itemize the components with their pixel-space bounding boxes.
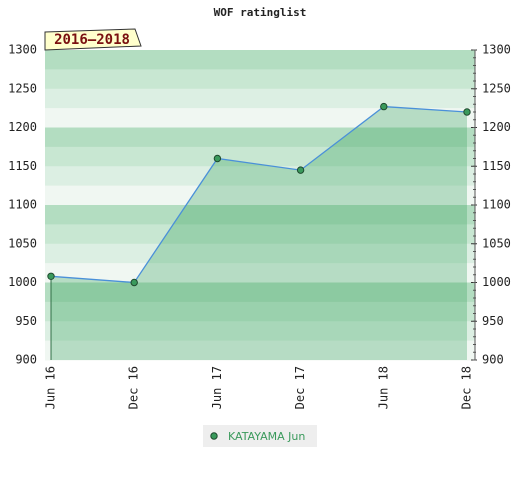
background-stripe bbox=[45, 88, 475, 109]
background-stripe bbox=[45, 282, 475, 303]
point bbox=[463, 108, 471, 116]
legend-label: KATAYAMA Jun bbox=[228, 430, 305, 443]
background-stripe bbox=[45, 205, 475, 225]
area bbox=[51, 106, 467, 360]
x-tick-label: Dec 18 bbox=[460, 366, 474, 409]
legend: KATAYAMA Jun bbox=[203, 425, 317, 447]
x-tick-label: Jun 16 bbox=[44, 366, 58, 409]
y-tick-label: 900 bbox=[15, 353, 37, 367]
y-tick-label: 1150 bbox=[8, 159, 37, 173]
background-stripe bbox=[45, 50, 475, 70]
point bbox=[47, 272, 55, 280]
point bbox=[130, 278, 138, 287]
background-stripe bbox=[45, 224, 475, 245]
chart-title: WOF ratinglist bbox=[214, 6, 307, 19]
x-tick-label: Dec 17 bbox=[293, 366, 307, 409]
x-tick-label: Jun 17 bbox=[210, 366, 224, 409]
legend-box bbox=[203, 425, 317, 447]
background-stripe bbox=[45, 185, 475, 206]
y2-tick-label: 1300 bbox=[482, 43, 511, 57]
x-tick-label: Dec 16 bbox=[127, 366, 141, 409]
y-tick-label: 1250 bbox=[8, 81, 37, 95]
background-stripe bbox=[45, 108, 475, 128]
y2-tick-label: 950 bbox=[482, 314, 504, 328]
y2-tick-label: 1050 bbox=[482, 236, 511, 250]
background-stripe bbox=[45, 146, 475, 167]
x-tick-label: Jun 18 bbox=[376, 366, 390, 409]
y-tick-label: 1000 bbox=[8, 275, 37, 289]
y-tick-label: 1050 bbox=[8, 236, 37, 250]
y-tick-label: 1300 bbox=[8, 43, 37, 57]
y2-tick-label: 1000 bbox=[482, 275, 511, 289]
point bbox=[296, 166, 305, 174]
background-stripe bbox=[45, 263, 475, 283]
y2-tick-label: 1250 bbox=[482, 81, 511, 95]
y2-tick-label: 1200 bbox=[482, 120, 511, 134]
background-stripe bbox=[45, 243, 475, 264]
line bbox=[50, 105, 468, 284]
legend-marker bbox=[210, 432, 218, 440]
y2-tick-label: 900 bbox=[482, 353, 504, 367]
y2-tick-label: 1150 bbox=[482, 159, 511, 173]
badge-label: 2016–2018 bbox=[54, 32, 130, 48]
y-tick-label: 1100 bbox=[8, 198, 37, 212]
y2-tick-label: 1100 bbox=[482, 198, 511, 212]
badge bbox=[44, 28, 142, 51]
background-stripe bbox=[45, 301, 475, 322]
y-tick-label: 950 bbox=[15, 314, 37, 328]
background-stripe bbox=[45, 340, 475, 361]
background-stripe bbox=[45, 321, 475, 342]
point bbox=[380, 102, 388, 111]
background-stripe bbox=[45, 127, 475, 148]
y-tick-label: 1200 bbox=[8, 120, 37, 134]
point bbox=[213, 154, 222, 163]
background-stripe bbox=[45, 69, 475, 90]
background-stripe bbox=[45, 166, 475, 187]
